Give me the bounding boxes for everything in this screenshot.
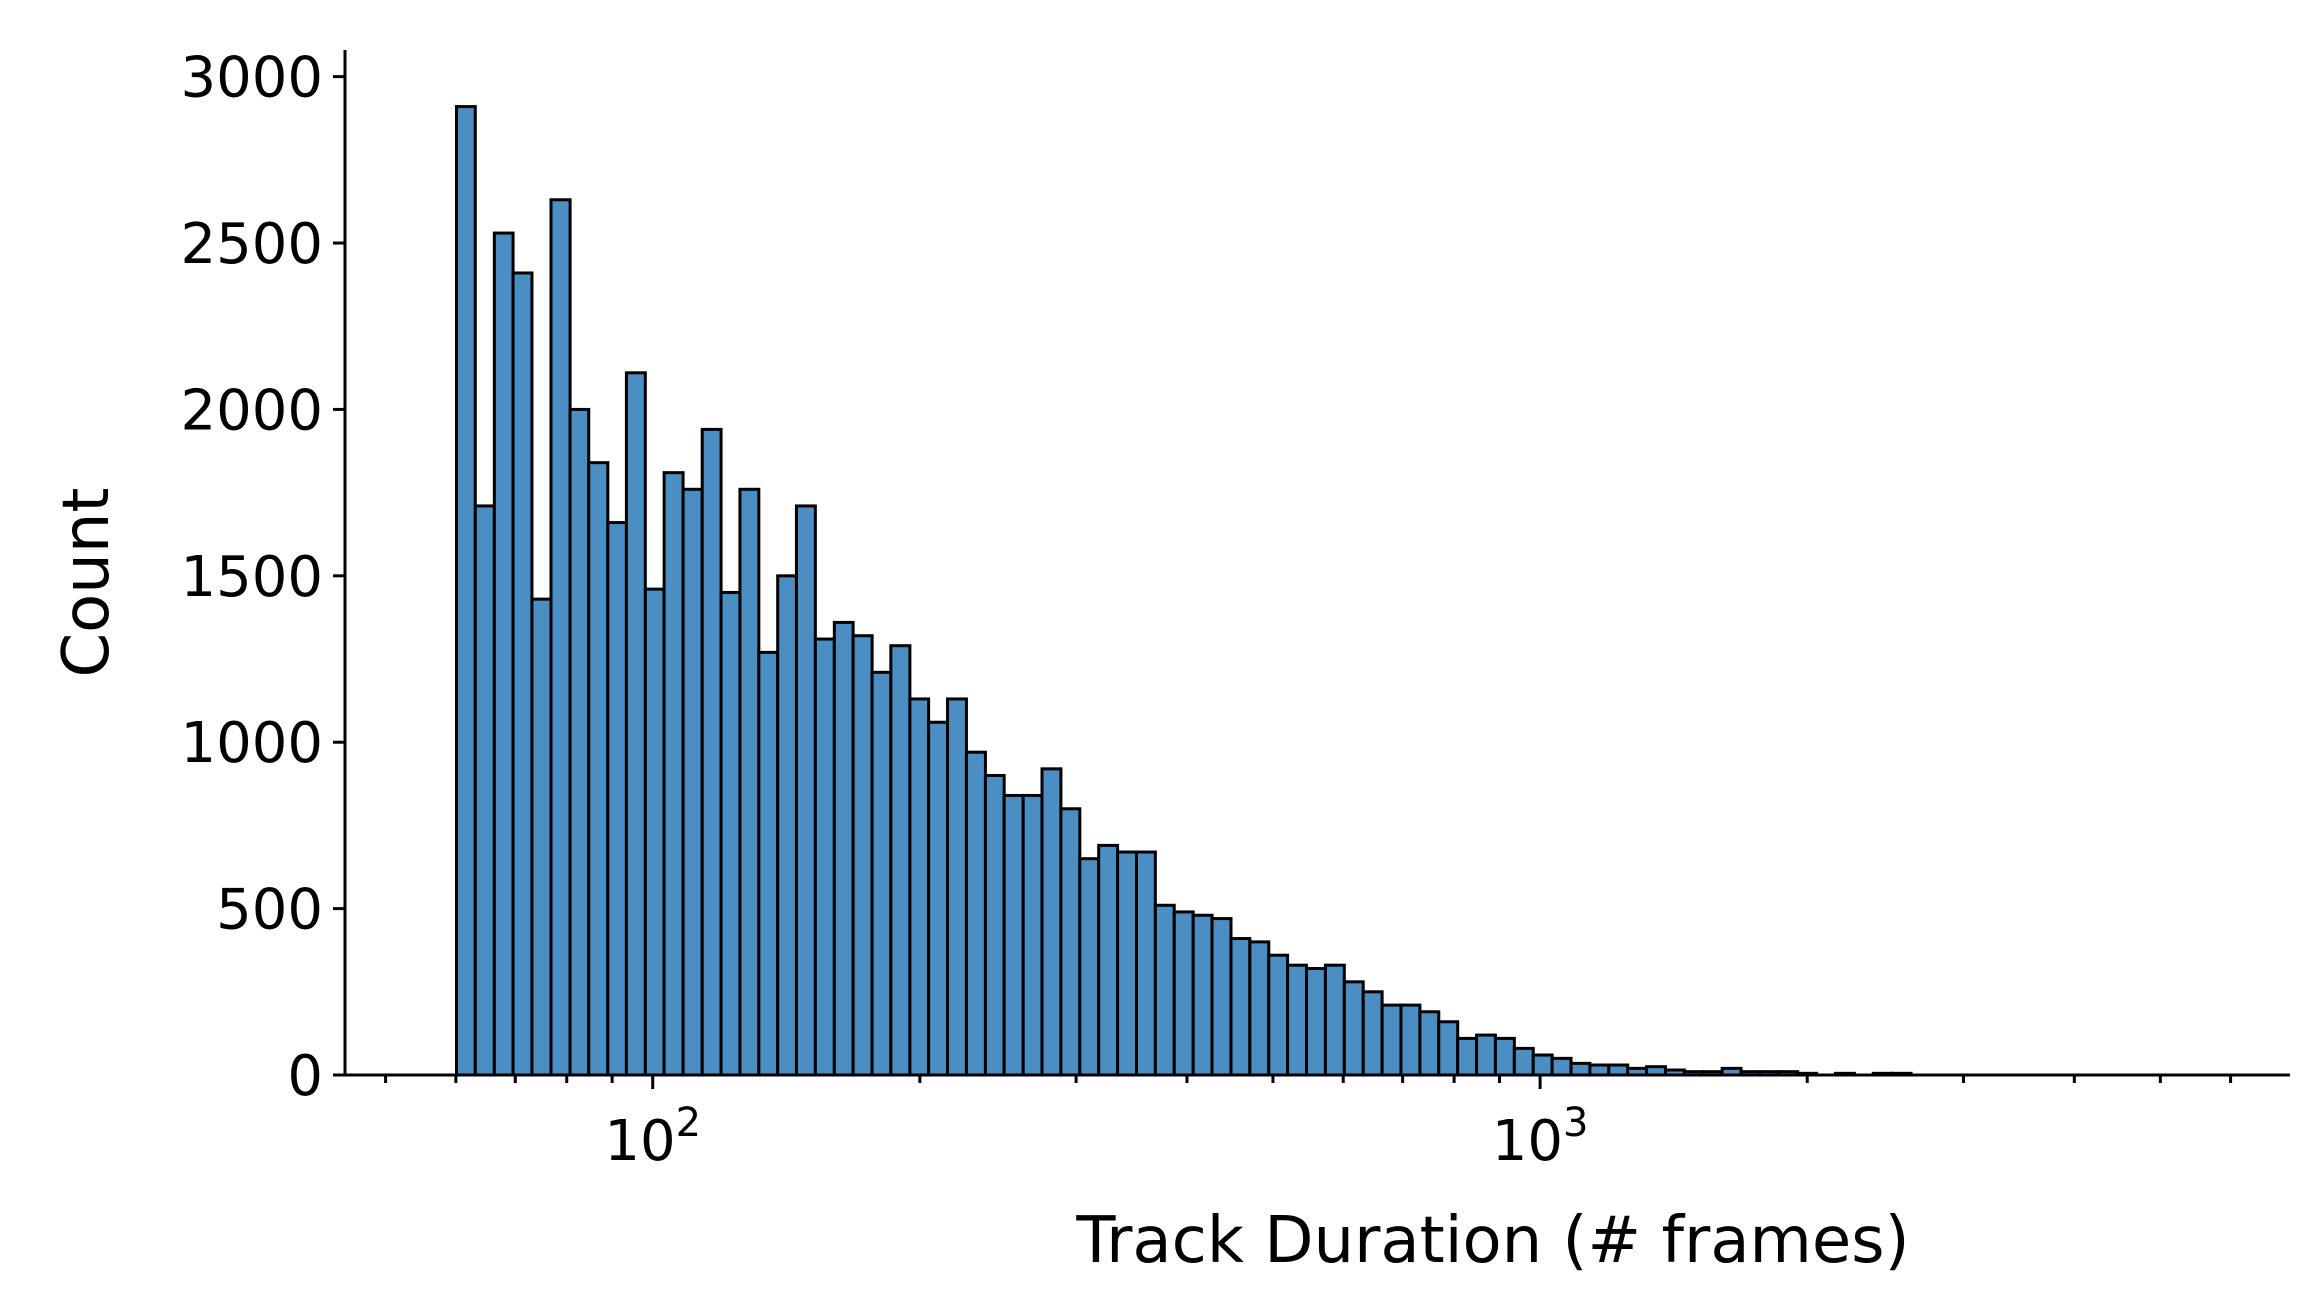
y-tick-label: 500 <box>216 878 323 943</box>
histogram-bar <box>1550 1056 1573 1077</box>
histogram-bar <box>1512 1046 1535 1077</box>
histogram-bar <box>1493 1036 1516 1077</box>
histogram-bar <box>1097 843 1120 1077</box>
histogram-bar <box>568 407 591 1077</box>
histogram-bar <box>1191 913 1214 1077</box>
histogram-bar <box>870 670 893 1077</box>
histogram-bar <box>643 587 666 1077</box>
histogram-bar <box>624 371 647 1077</box>
histogram-bar <box>473 504 496 1077</box>
histogram-bar <box>587 461 610 1077</box>
histogram-bar <box>455 105 477 1077</box>
x-tick-exponent: 2 <box>676 1100 701 1146</box>
histogram-bar <box>738 487 761 1077</box>
histogram-bar <box>719 590 742 1077</box>
histogram-bar <box>681 487 704 1077</box>
histogram-bar <box>662 471 685 1077</box>
histogram-bar <box>492 231 515 1077</box>
histogram-bar <box>908 697 931 1077</box>
y-axis: 0 500 1000 1500 2000 2500 3000 <box>180 46 347 1109</box>
histogram-bar <box>832 620 855 1077</box>
histogram-bar <box>1002 793 1025 1077</box>
y-axis-label: Count <box>50 487 124 677</box>
y-tick-label: 1000 <box>180 711 323 776</box>
histogram-bar <box>1135 850 1157 1077</box>
y-tick-label: 1500 <box>180 545 323 610</box>
histogram-bar <box>794 504 817 1077</box>
x-tick-label: 102 <box>604 1100 701 1174</box>
histogram-bar <box>1342 980 1365 1077</box>
histogram-bar <box>511 271 534 1077</box>
x-axis: 102 103 <box>345 1073 2290 1174</box>
histogram-bar <box>1078 857 1101 1077</box>
histogram-bar <box>889 644 912 1077</box>
histogram-bar <box>1399 1003 1422 1077</box>
histogram-bar <box>1153 903 1176 1077</box>
x-tick-exponent: 3 <box>1563 1100 1588 1146</box>
histogram-bar <box>700 427 723 1077</box>
histogram-bar <box>1248 940 1271 1077</box>
histogram-bar <box>1229 937 1252 1077</box>
histogram-bar <box>1361 990 1384 1077</box>
bars-group <box>455 105 1913 1077</box>
histogram-bar <box>1569 1061 1592 1077</box>
histogram-bar <box>927 720 950 1077</box>
y-tick-label: 2500 <box>180 212 323 277</box>
histogram-bar <box>1418 1010 1441 1077</box>
histogram-bar <box>549 198 572 1077</box>
x-tick-label: 103 <box>1492 1100 1589 1174</box>
x-axis-label: Track Duration (# frames) <box>1075 1204 1909 1278</box>
histogram-bar <box>530 597 553 1077</box>
histogram-bar <box>1437 1020 1460 1077</box>
y-tick-label: 3000 <box>180 46 323 111</box>
histogram-bar <box>946 697 968 1077</box>
histogram-bar <box>1286 963 1309 1077</box>
histogram-bar <box>1172 910 1195 1077</box>
histogram-bar <box>964 750 987 1077</box>
histogram-bar <box>1456 1036 1479 1077</box>
histogram-bar <box>757 650 780 1077</box>
histogram-bar <box>1531 1053 1554 1077</box>
histogram-bar <box>776 574 798 1077</box>
histogram-bar <box>1323 963 1346 1077</box>
histogram-bar <box>1267 953 1290 1077</box>
histogram-bar <box>1059 807 1082 1077</box>
histogram-bar <box>606 521 628 1077</box>
histogram-bar <box>1210 917 1233 1077</box>
histogram-bar <box>1475 1033 1497 1077</box>
histogram-bar <box>1021 793 1044 1077</box>
y-tick-label: 2000 <box>180 378 323 443</box>
histogram-bar <box>813 637 836 1077</box>
histogram-bar <box>983 773 1006 1077</box>
histogram-bar <box>1380 1003 1403 1077</box>
y-tick-label: 0 <box>287 1044 323 1109</box>
histogram-bar <box>851 634 874 1077</box>
histogram-bar <box>1305 967 1327 1077</box>
histogram-bar <box>1040 767 1063 1077</box>
histogram-bar <box>1116 850 1139 1077</box>
